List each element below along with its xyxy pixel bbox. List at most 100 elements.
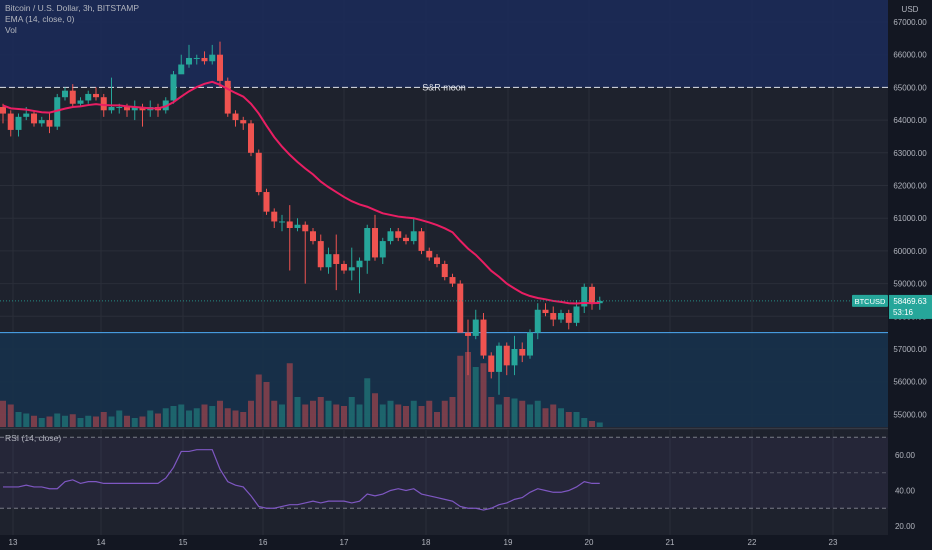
volume-bar <box>224 408 231 427</box>
candle-body <box>294 224 301 229</box>
candle <box>209 44 216 65</box>
volume-bar <box>46 416 53 427</box>
volume-bar <box>519 400 526 427</box>
candle-body <box>255 152 262 193</box>
candle <box>85 90 92 104</box>
candle-body <box>131 107 138 111</box>
candlesticks[interactable] <box>0 41 603 395</box>
price-tick-label: 56000.00 <box>893 378 927 387</box>
price-tick-label: 64000.00 <box>893 116 927 125</box>
candle-body <box>186 57 192 65</box>
time-tick-label: 20 <box>585 538 594 547</box>
candle <box>178 54 185 75</box>
candle-body <box>488 355 495 372</box>
volume-bar <box>170 406 177 427</box>
candle-body <box>224 80 231 114</box>
price-tick-label: 66000.00 <box>893 51 927 60</box>
candle <box>15 113 22 137</box>
volume-bar <box>565 412 572 427</box>
rsi-line <box>3 449 600 511</box>
volume-bar <box>550 404 557 427</box>
candle-body <box>457 283 464 333</box>
candle-body <box>418 231 425 251</box>
candle <box>581 283 588 314</box>
candle <box>170 71 177 104</box>
rsi-indicator-label[interactable]: RSI (14, close) <box>5 433 62 443</box>
candle-body <box>558 313 564 320</box>
ema-indicator-label[interactable]: EMA (14, close, 0) <box>5 14 75 24</box>
volume-bar <box>341 406 347 427</box>
volume-bar <box>108 416 115 427</box>
candle-body <box>596 300 603 304</box>
volume-bar <box>395 404 402 427</box>
candle-body <box>116 107 123 109</box>
candle-body <box>170 74 177 101</box>
price-tick-label: 59000.00 <box>893 280 927 289</box>
volume-bar <box>356 404 363 427</box>
candle <box>317 234 324 271</box>
rsi-tick-label: 20.00 <box>895 522 916 531</box>
candle-body <box>410 231 417 242</box>
candle <box>503 342 510 376</box>
candle <box>302 221 309 284</box>
volume-bar <box>263 382 270 427</box>
price-tick-label: 67000.00 <box>893 18 927 27</box>
price-tag-bg <box>889 294 932 319</box>
volume-bar <box>0 400 6 427</box>
bar-countdown: 53:16 <box>893 308 914 317</box>
volume-bar <box>457 355 464 427</box>
candle-body <box>46 120 53 127</box>
candle-body <box>379 241 386 258</box>
candle <box>364 224 371 274</box>
candle-body <box>217 54 223 81</box>
time-tick-label: 16 <box>259 538 268 547</box>
candle <box>325 247 332 274</box>
volume-bar <box>77 418 84 427</box>
candle-body <box>54 97 61 127</box>
time-tick-label: 14 <box>97 538 106 547</box>
volume-bar <box>193 408 200 427</box>
time-tick-label: 23 <box>829 538 838 547</box>
volume-indicator-label[interactable]: Vol <box>5 25 17 35</box>
candle <box>434 254 440 268</box>
price-tag: BTCUSD 58469.63 53:16 <box>852 294 932 319</box>
support-zone <box>0 332 888 427</box>
volume-bar <box>93 416 99 427</box>
time-tick-label: 19 <box>504 538 513 547</box>
volume-bar <box>294 397 301 427</box>
candle <box>224 77 231 117</box>
candle-body <box>93 93 99 98</box>
candle-body <box>341 263 347 271</box>
candle-body <box>15 116 22 130</box>
candle <box>286 205 293 271</box>
candle-body <box>441 263 448 278</box>
candle-body <box>426 250 433 258</box>
candle-body <box>62 90 68 98</box>
volume-bar <box>248 400 254 427</box>
candle <box>69 84 76 108</box>
candle-body <box>496 345 502 372</box>
candle-body <box>317 241 324 268</box>
volume-bar <box>279 404 285 427</box>
volume-bar <box>116 410 123 427</box>
volume-bar <box>573 412 580 427</box>
candle-body <box>519 349 526 356</box>
candle-body <box>23 113 30 117</box>
candle <box>38 116 45 127</box>
volume-bar <box>488 397 495 427</box>
volume-bar <box>255 374 262 427</box>
candle <box>527 329 533 359</box>
candle-body <box>542 309 549 314</box>
volume-bar <box>480 363 487 427</box>
candle <box>93 87 99 101</box>
candle <box>558 309 564 323</box>
candle <box>271 208 278 229</box>
time-tick-label: 17 <box>340 538 349 547</box>
candle <box>31 110 37 127</box>
candle-body <box>565 313 572 323</box>
volume-bar <box>139 416 146 427</box>
candle <box>550 306 557 327</box>
candle-body <box>465 332 471 336</box>
resistance-label: S&R moon <box>422 82 466 92</box>
